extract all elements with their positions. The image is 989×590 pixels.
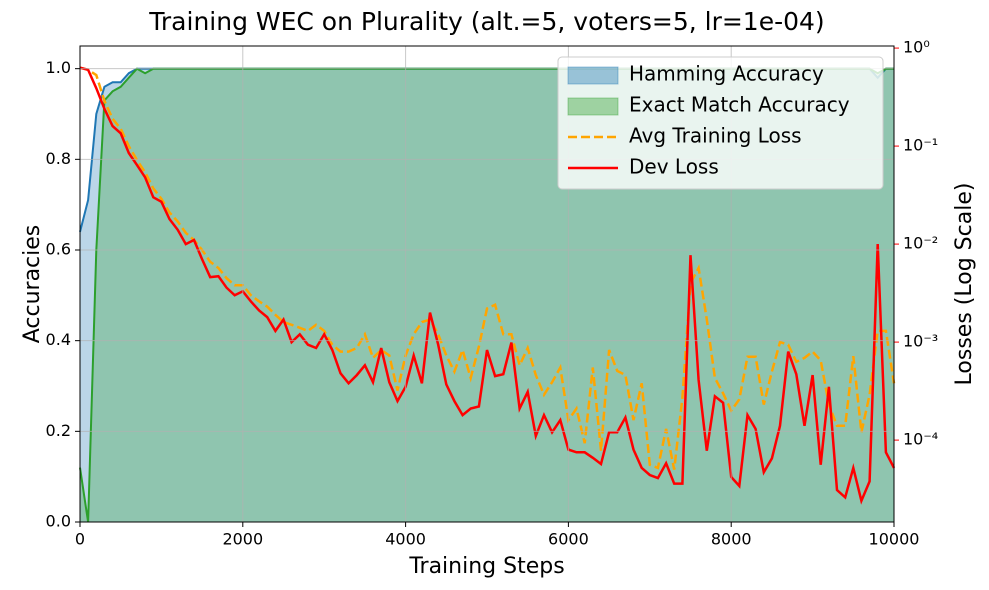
plot-frame bbox=[79, 45, 895, 523]
x-tick-label: 6000 bbox=[548, 530, 589, 549]
y-axis-label: Accuracies bbox=[20, 225, 45, 344]
legend-label: Hamming Accuracy bbox=[629, 62, 824, 86]
x-tick-label: 2000 bbox=[222, 530, 263, 549]
x-tick-label: 8000 bbox=[711, 530, 752, 549]
x-tick-label: 4000 bbox=[385, 530, 426, 549]
x-tick-label: 10000 bbox=[869, 530, 920, 549]
x-tick-label: 0 bbox=[75, 530, 85, 549]
legend-label: Dev Loss bbox=[629, 155, 719, 179]
y2-tick-label: 10⁻⁴ bbox=[903, 430, 938, 449]
legend-label: Avg Training Loss bbox=[629, 124, 802, 148]
legend-label: Exact Match Accuracy bbox=[629, 93, 850, 117]
legend-swatch bbox=[567, 97, 619, 116]
y-tick-label: 0.2 bbox=[46, 421, 71, 440]
y2-tick-label: 10⁰ bbox=[903, 38, 930, 57]
chart-title: Training WEC on Plurality (alt.=5, voter… bbox=[148, 7, 824, 36]
y2-axis-label: Losses (Log Scale) bbox=[952, 183, 977, 386]
y-tick-label: 0.6 bbox=[46, 240, 71, 259]
x-axis-label: Training Steps bbox=[408, 554, 564, 579]
y-tick-label: 0.8 bbox=[46, 149, 71, 168]
y2-tick-label: 10⁻³ bbox=[903, 332, 938, 351]
line bbox=[79, 66, 896, 505]
y-tick-label: 0.4 bbox=[46, 330, 71, 349]
legend-swatch bbox=[567, 66, 619, 85]
y-tick-label: 0.0 bbox=[46, 512, 71, 531]
y2-tick-label: 10⁻¹ bbox=[903, 136, 938, 155]
y2-tick-label: 10⁻² bbox=[903, 234, 938, 253]
legend-box bbox=[557, 56, 884, 190]
line bbox=[79, 66, 896, 470]
y-tick-label: 1.0 bbox=[46, 58, 71, 77]
